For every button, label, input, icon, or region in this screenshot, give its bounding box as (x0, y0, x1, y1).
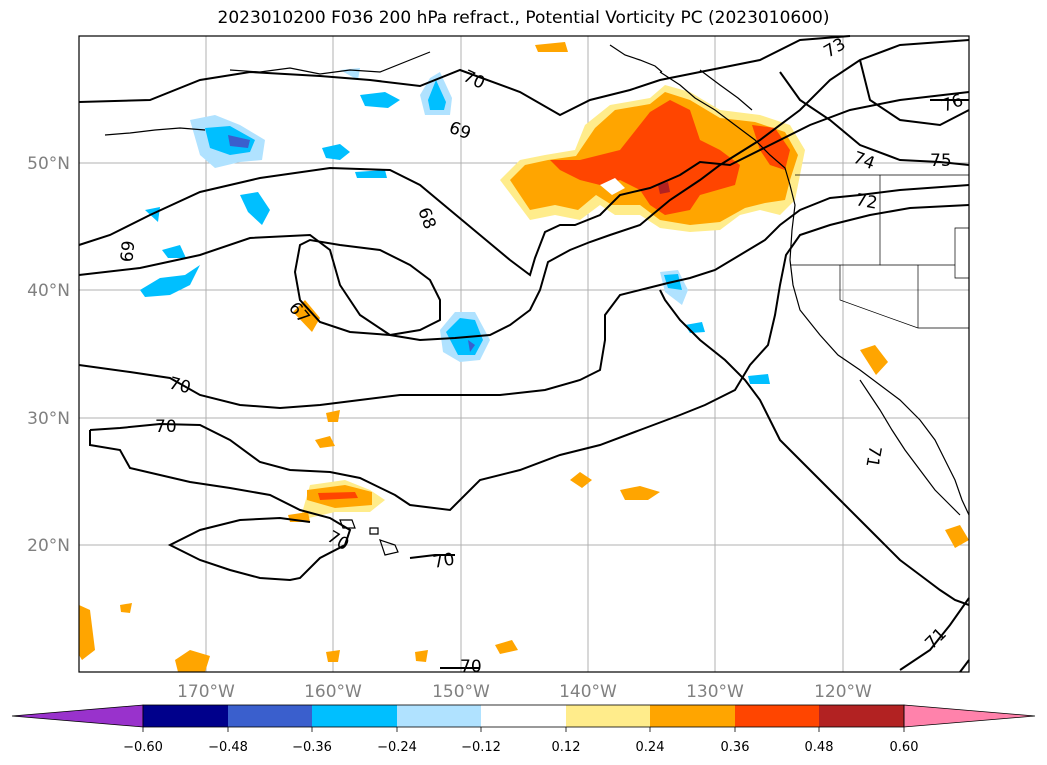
colorbar-ticks: −0.60 −0.48 −0.36 −0.24 −0.12 0.12 0.24 … (123, 740, 918, 755)
contour-label: 72 (854, 190, 879, 213)
colorbar-segment (819, 705, 904, 727)
contour-label: 75 (930, 151, 952, 171)
height-contours (78, 35, 970, 673)
contour-label: 69 (115, 240, 137, 263)
lon-label-170w: 170°W (177, 682, 235, 702)
colorbar-segment (397, 705, 481, 727)
contour-label: 70 (431, 549, 456, 572)
colorbar-segment (143, 705, 228, 727)
lat-label-40n: 40°N (27, 281, 70, 301)
colorbar-segment (312, 705, 397, 727)
colorbar-extend-max (903, 704, 1036, 728)
contour-label: 70 (155, 417, 177, 437)
colorbar-segment (566, 705, 650, 727)
latitude-labels: 50°N 40°N 30°N 20°N (27, 154, 70, 556)
lat-label-20n: 20°N (27, 536, 70, 556)
colorbar-tick: −0.12 (461, 740, 501, 755)
colorbar-tick: −0.36 (292, 740, 332, 755)
colorbar-segment (735, 705, 819, 727)
contour-label: 70 (460, 657, 482, 677)
colorbar-tick: 0.60 (890, 740, 919, 755)
colorbar-segment (650, 705, 735, 727)
colorbar-tick: 0.12 (552, 740, 581, 755)
lon-label-120w: 120°W (814, 682, 872, 702)
pv-positive-fills (79, 42, 969, 672)
colorbar-tick: −0.48 (208, 740, 248, 755)
longitude-labels: 170°W 160°W 150°W 140°W 130°W 120°W (177, 682, 872, 702)
colorbar-tick: −0.60 (123, 740, 163, 755)
lon-label-130w: 130°W (686, 682, 744, 702)
coastlines (104, 44, 970, 556)
lon-label-140w: 140°W (559, 682, 617, 702)
colorbar-tick: 0.24 (636, 740, 665, 755)
political-borders (790, 174, 970, 329)
lon-label-150w: 150°W (432, 682, 490, 702)
colorbar-tick-marks (142, 727, 905, 732)
colorbar-tick: 0.48 (805, 740, 834, 755)
colorbar-segment (481, 705, 566, 727)
colorbar-segment (228, 705, 312, 727)
colorbar-tick: 0.36 (721, 740, 750, 755)
colorbar-extend-min (11, 704, 144, 728)
lat-label-30n: 30°N (27, 409, 70, 429)
lat-label-50n: 50°N (27, 154, 70, 174)
map-title: 2023010200 F036 200 hPa refract., Potent… (217, 8, 830, 28)
contour-label: 71 (861, 444, 884, 469)
colorbar-tick: −0.24 (377, 740, 417, 755)
lon-label-160w: 160°W (304, 682, 362, 702)
map-frame (78, 35, 970, 673)
colorbar (11, 704, 1036, 728)
